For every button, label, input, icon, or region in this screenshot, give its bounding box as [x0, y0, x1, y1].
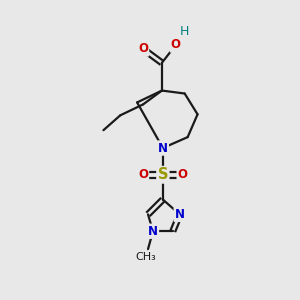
Text: N: N [148, 225, 158, 238]
Text: S: S [158, 167, 168, 182]
Text: CH₃: CH₃ [136, 252, 156, 262]
Text: O: O [138, 42, 148, 56]
Text: O: O [178, 168, 188, 181]
Text: O: O [138, 168, 148, 181]
Text: N: N [158, 142, 168, 154]
Text: N: N [175, 208, 185, 221]
Text: O: O [171, 38, 181, 52]
Text: H: H [180, 25, 189, 38]
